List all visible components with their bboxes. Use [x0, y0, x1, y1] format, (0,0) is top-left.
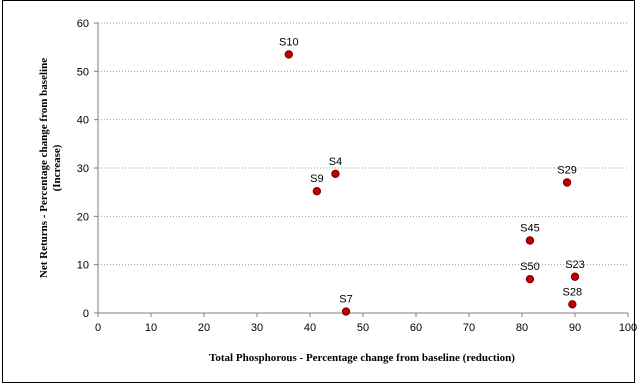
- point-label-s9: S9: [310, 173, 323, 185]
- y-tick-label-10: 10: [77, 260, 89, 272]
- y-tick-label-20: 20: [77, 211, 89, 223]
- y-tick-label-30: 30: [77, 163, 89, 175]
- x-tick-label-50: 50: [357, 322, 369, 334]
- x-tick-label-90: 90: [569, 322, 581, 334]
- point-label-s50: S50: [520, 261, 540, 273]
- point-label-s10: S10: [279, 36, 299, 48]
- point-s23[interactable]: [570, 272, 580, 281]
- point-s4[interactable]: [331, 169, 340, 178]
- point-s28[interactable]: [568, 300, 577, 309]
- point-s7[interactable]: [341, 307, 351, 316]
- point-label-s23: S23: [565, 259, 585, 271]
- point-s50[interactable]: [525, 274, 535, 284]
- x-tick-label-20: 20: [198, 322, 210, 334]
- y-axis-title-line1: Net Returns - Percentage change from bas…: [38, 58, 50, 278]
- point-s10[interactable]: [284, 50, 293, 59]
- point-labels: S10 S4 S9 S29 S45 S50 S23 S28 S7: [279, 36, 585, 305]
- grid-lines: [98, 22, 628, 266]
- x-tick-label-100: 100: [619, 322, 637, 334]
- x-tick-label-10: 10: [145, 322, 157, 334]
- point-label-s28: S28: [563, 286, 583, 298]
- point-s29[interactable]: [562, 178, 572, 187]
- x-tick-label-0: 0: [95, 322, 101, 334]
- x-axis-title: Total Phosphorous - Percentage change fr…: [209, 352, 515, 364]
- y-tick-label-40: 40: [77, 115, 89, 127]
- point-s45[interactable]: [525, 236, 535, 245]
- axes: [94, 22, 629, 317]
- tick-labels: 0 10 20 30 40 50 60 0 10 20 30 40 50 60 70 80 90 100: [77, 18, 637, 334]
- x-tick-label-80: 80: [516, 322, 528, 334]
- data-points: [284, 50, 580, 316]
- x-tick-label-40: 40: [304, 322, 316, 334]
- y-tick-label-0: 0: [83, 308, 89, 320]
- point-label-s29: S29: [557, 165, 577, 177]
- point-label-s45: S45: [520, 223, 540, 235]
- y-tick-label-60: 60: [77, 18, 89, 30]
- x-tick-label-30: 30: [251, 322, 263, 334]
- x-tick-label-60: 60: [410, 322, 422, 334]
- y-tick-label-50: 50: [77, 66, 89, 78]
- point-label-s4: S4: [329, 156, 342, 168]
- point-s9[interactable]: [312, 186, 322, 196]
- point-label-s7: S7: [339, 294, 352, 306]
- x-tick-label-70: 70: [463, 322, 475, 334]
- y-axis-title-line2: (Increase): [51, 144, 63, 191]
